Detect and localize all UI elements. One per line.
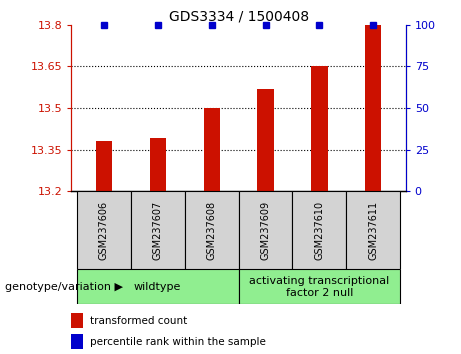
Text: wildtype: wildtype [134, 282, 181, 292]
Bar [239, 269, 400, 304]
Bar [311, 66, 327, 191]
Bar [346, 191, 400, 269]
Text: GSM237609: GSM237609 [260, 200, 271, 260]
Text: GSM237607: GSM237607 [153, 200, 163, 260]
Text: genotype/variation ▶: genotype/variation ▶ [5, 282, 123, 292]
Bar [96, 141, 112, 191]
Bar [71, 313, 83, 328]
Bar [150, 138, 166, 191]
Text: GSM237606: GSM237606 [99, 200, 109, 260]
Title: GDS3334 / 1500408: GDS3334 / 1500408 [169, 10, 308, 24]
Bar [185, 191, 239, 269]
Text: activating transcriptional
factor 2 null: activating transcriptional factor 2 null [249, 276, 390, 298]
Bar [71, 334, 83, 349]
Text: percentile rank within the sample: percentile rank within the sample [90, 337, 266, 347]
Bar [292, 191, 346, 269]
Bar [257, 88, 274, 191]
Bar [239, 191, 292, 269]
Bar [365, 25, 381, 191]
Text: transformed count: transformed count [90, 316, 187, 326]
Text: GSM237608: GSM237608 [207, 200, 217, 260]
Bar [203, 108, 220, 191]
Bar [131, 191, 185, 269]
Text: GSM237610: GSM237610 [314, 200, 325, 260]
Bar [77, 191, 131, 269]
Bar [77, 269, 239, 304]
Text: GSM237611: GSM237611 [368, 200, 378, 260]
